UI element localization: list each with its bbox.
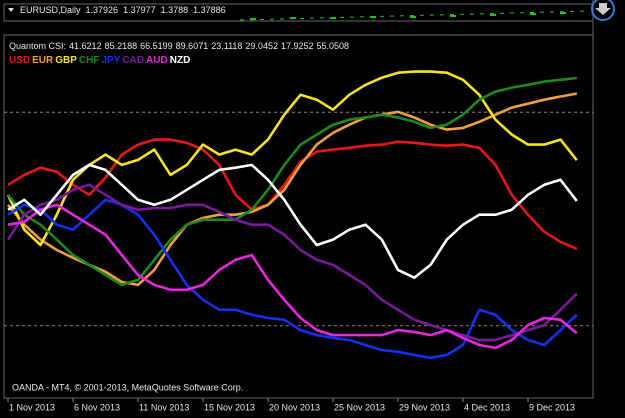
indicator-value: 23.1118 — [211, 41, 242, 51]
x-tick-label: 25 Nov 2013 — [334, 402, 385, 412]
legend-entry: NZD — [170, 55, 191, 66]
price-trace — [239, 10, 591, 21]
x-tick-label: 29 Nov 2013 — [399, 402, 450, 412]
x-tick-label: 4 Dec 2013 — [464, 402, 510, 412]
x-tick-label: 9 Dec 2013 — [529, 402, 575, 412]
series-line — [7, 198, 578, 360]
legend-entry: GBP — [55, 55, 77, 66]
ohlc-value: 1.37886 — [193, 5, 226, 15]
series-line — [6, 76, 577, 287]
symbol: EURUSD,Daily — [20, 5, 81, 15]
collapse-arrow — [8, 8, 14, 12]
price-header: EURUSD,Daily 1.37926 1.37977 1.3788 1.37886 — [20, 5, 226, 15]
series-line — [7, 163, 578, 279]
indicator-value: 17.9252 — [281, 41, 314, 51]
legend-entry: CHF — [79, 55, 100, 66]
x-tick-label: 11 Nov 2013 — [139, 402, 189, 412]
footer: OANDA - MT4, © 2001-2013, MetaQuotes Sof… — [12, 382, 243, 392]
indicator-value: 29.0452 — [245, 41, 278, 51]
indicator-value: 55.0508 — [317, 41, 350, 51]
x-tick-label: 1 Nov 2013 — [9, 402, 55, 412]
download-icon — [595, 3, 611, 15]
legend-entry: EUR — [32, 55, 54, 66]
indicator-value: 89.6071 — [176, 41, 209, 51]
legend-entry: CAD — [122, 55, 144, 66]
indicator-value: 66.5199 — [140, 41, 173, 51]
legend-entry: USD — [9, 55, 30, 66]
series-line — [6, 92, 578, 287]
series-line — [6, 183, 578, 342]
legend-entry: AUD — [146, 55, 168, 66]
indicator-header: Quantom CSI: 41.6212 85.2188 66.5199 89.6071… — [9, 41, 349, 51]
indicator-value: 41.6212 — [69, 41, 102, 51]
x-tick-label: 6 Nov 2013 — [74, 402, 120, 412]
indicator-name: Quantom CSI: — [9, 41, 66, 51]
legend-entry: JPY — [101, 55, 120, 66]
download-button[interactable] — [591, 0, 615, 21]
ohlc-value: 1.3788 — [161, 5, 189, 15]
x-tick-label: 15 Nov 2013 — [204, 402, 255, 412]
ohlc-value: 1.37926 — [86, 5, 119, 15]
legend: USD EUR GBP CHF JPY CAD AUD NZD — [9, 55, 190, 66]
series-line — [7, 203, 578, 350]
ohlc-value: 1.37977 — [123, 5, 156, 15]
x-tick-label: 20 Nov 2013 — [269, 402, 320, 412]
series-line — [7, 138, 578, 250]
indicator-value: 85.2188 — [105, 41, 138, 51]
